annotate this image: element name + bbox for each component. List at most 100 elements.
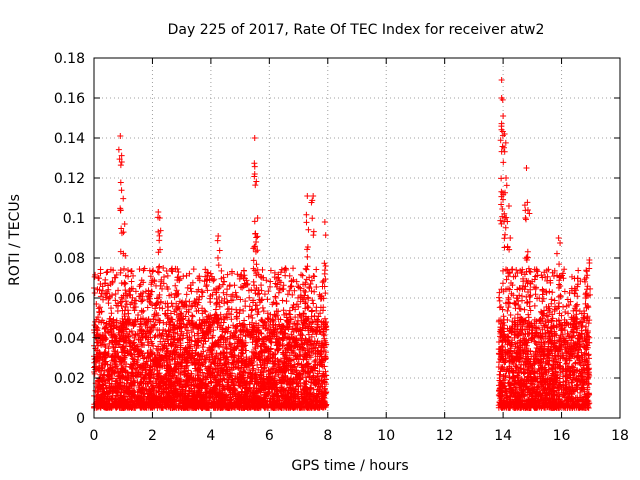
data-point — [150, 267, 157, 274]
data-point — [321, 260, 328, 267]
data-point — [218, 267, 225, 274]
data-point — [295, 284, 302, 291]
data-point — [102, 276, 109, 283]
data-point — [261, 365, 268, 372]
data-point — [264, 296, 271, 303]
data-point — [322, 349, 329, 356]
data-point — [191, 332, 198, 339]
data-point — [122, 280, 129, 287]
data-point — [310, 193, 317, 199]
data-point — [188, 288, 195, 295]
data-point — [309, 307, 316, 314]
data-point — [224, 271, 231, 278]
data-point — [284, 291, 291, 298]
data-point — [121, 265, 128, 272]
data-point — [139, 315, 146, 322]
data-point — [155, 264, 162, 271]
data-point — [249, 315, 256, 322]
data-point — [252, 182, 259, 189]
data-point — [309, 215, 316, 222]
data-point — [203, 283, 210, 290]
data-point — [156, 232, 163, 239]
data-point — [190, 266, 197, 273]
data-point — [254, 215, 261, 221]
data-point — [250, 257, 257, 264]
data-point — [105, 345, 112, 352]
data-point — [253, 234, 260, 241]
data-point — [189, 312, 196, 319]
data-point — [219, 281, 226, 288]
data-point — [214, 237, 221, 244]
data-point — [118, 303, 125, 310]
data-point — [279, 297, 286, 304]
data-point — [275, 308, 282, 315]
data-point — [107, 326, 114, 333]
data-point — [253, 261, 260, 268]
data-point — [303, 211, 310, 218]
data-point — [161, 273, 168, 280]
data-point — [214, 254, 221, 261]
data-point — [246, 321, 253, 328]
data-point — [118, 230, 125, 237]
data-point — [156, 263, 163, 270]
data-point — [299, 364, 306, 371]
data-point — [259, 304, 266, 311]
data-point — [212, 306, 219, 313]
data-point — [322, 262, 329, 269]
data-point — [255, 336, 262, 343]
data-point — [115, 146, 122, 153]
data-point — [184, 284, 191, 291]
data-point — [128, 278, 135, 285]
data-point — [304, 253, 311, 260]
data-point — [251, 135, 258, 141]
data-point — [310, 272, 317, 279]
data-point — [103, 269, 110, 276]
data-point — [224, 286, 231, 293]
data-point — [118, 187, 125, 194]
data-point — [283, 298, 290, 305]
data-point — [183, 291, 190, 298]
data-point — [136, 266, 143, 273]
data-point — [239, 375, 246, 382]
data-point — [155, 209, 162, 215]
data-point — [304, 193, 311, 199]
data-point — [168, 300, 175, 307]
data-point — [302, 289, 309, 296]
data-point — [163, 268, 170, 275]
data-point — [172, 282, 179, 289]
data-point — [294, 379, 301, 386]
data-point — [102, 343, 109, 350]
data-point — [147, 273, 154, 280]
data-point — [154, 268, 161, 275]
data-point — [261, 291, 268, 298]
data-point — [121, 221, 128, 227]
data-point — [151, 322, 158, 329]
data-point — [151, 351, 158, 358]
data-point — [189, 313, 196, 320]
data-point — [118, 280, 125, 287]
data-point — [308, 308, 315, 315]
data-point — [321, 267, 328, 274]
data-point — [117, 179, 124, 186]
data-point — [275, 289, 282, 296]
data-point — [307, 280, 314, 287]
data-point — [305, 226, 312, 233]
data-point — [173, 341, 180, 348]
data-point — [313, 266, 320, 273]
data-point — [322, 232, 329, 239]
data-point — [131, 307, 138, 314]
data-point — [175, 269, 182, 276]
data-point — [321, 219, 328, 225]
chart-title: Day 225 of 2017, Rate Of TEC Index for r… — [168, 22, 545, 38]
data-point — [273, 300, 280, 307]
data-point — [160, 319, 167, 326]
data-point — [251, 218, 258, 225]
data-point — [310, 300, 317, 307]
data-point — [298, 361, 305, 368]
data-point — [120, 195, 127, 202]
data-point — [97, 304, 104, 311]
data-point — [215, 262, 222, 269]
data-point — [151, 321, 158, 328]
data-point — [299, 272, 306, 279]
